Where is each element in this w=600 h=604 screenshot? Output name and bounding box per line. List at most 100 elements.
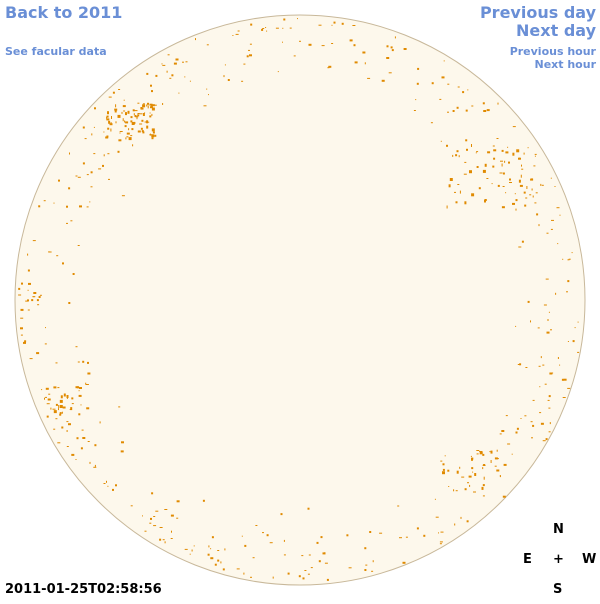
facula-spot bbox=[364, 547, 367, 550]
facula-spot bbox=[93, 126, 95, 128]
facula-spot bbox=[352, 25, 356, 26]
facula-spot bbox=[467, 482, 469, 484]
next-hour-link[interactable]: Next hour bbox=[534, 58, 597, 71]
facula-spot bbox=[66, 205, 68, 208]
facula-spot bbox=[520, 418, 522, 419]
facula-spot bbox=[519, 184, 523, 187]
facula-spot bbox=[178, 92, 180, 94]
facula-spot bbox=[505, 415, 508, 417]
facula-spot bbox=[567, 259, 570, 261]
facula-spot bbox=[442, 468, 445, 471]
facula-spot bbox=[107, 111, 109, 115]
facula-spot bbox=[71, 453, 75, 456]
facula-spot bbox=[541, 184, 544, 186]
facula-spot bbox=[397, 505, 400, 507]
facula-spot bbox=[110, 128, 112, 132]
facula-spot bbox=[23, 341, 26, 344]
facula-spot bbox=[102, 164, 104, 167]
facula-spot bbox=[106, 116, 108, 119]
facula-spot bbox=[533, 165, 536, 167]
facula-spot bbox=[496, 449, 498, 452]
facula-spot bbox=[93, 153, 96, 155]
facula-spot bbox=[277, 71, 279, 73]
facula-spot bbox=[265, 27, 267, 28]
facula-spot bbox=[546, 331, 550, 334]
facula-spot bbox=[244, 544, 247, 547]
facula-spot bbox=[439, 541, 443, 543]
facula-spot bbox=[227, 79, 230, 81]
facula-spot bbox=[70, 220, 73, 222]
facula-spot bbox=[446, 205, 448, 209]
facula-spot bbox=[417, 67, 420, 70]
facula-spot bbox=[81, 429, 84, 431]
facula-spot bbox=[440, 460, 443, 462]
facula-spot bbox=[308, 43, 312, 46]
facula-spot bbox=[82, 437, 86, 439]
facula-spot bbox=[151, 137, 154, 140]
previous-day-link[interactable]: Previous day bbox=[479, 3, 596, 22]
facula-spot bbox=[502, 172, 505, 175]
facula-spot bbox=[24, 340, 27, 343]
previous-hour-link[interactable]: Previous hour bbox=[509, 45, 596, 58]
back-to-year-link[interactable]: Back to 2011 bbox=[5, 3, 123, 22]
facula-spot bbox=[464, 201, 467, 205]
facula-spot bbox=[132, 144, 134, 147]
facula-spot bbox=[87, 441, 90, 442]
facula-spot bbox=[455, 201, 458, 204]
facula-spot bbox=[93, 466, 97, 468]
facula-spot bbox=[164, 541, 166, 544]
facula-spot bbox=[18, 294, 22, 296]
facula-spot bbox=[530, 421, 533, 423]
facula-spot bbox=[531, 178, 533, 181]
facula-spot bbox=[32, 240, 36, 242]
facula-spot bbox=[471, 105, 474, 107]
facula-spot bbox=[440, 531, 444, 533]
facula-spot bbox=[515, 431, 518, 434]
facula-spot bbox=[63, 393, 66, 397]
facula-spot bbox=[137, 130, 141, 133]
facula-spot bbox=[457, 86, 460, 88]
facula-spot bbox=[44, 397, 45, 400]
facula-spot bbox=[261, 28, 264, 31]
facula-spot bbox=[125, 137, 127, 140]
facula-spot bbox=[328, 65, 332, 68]
facula-spot bbox=[452, 154, 454, 157]
facula-spot bbox=[112, 488, 114, 491]
facula-spot bbox=[121, 111, 123, 114]
facula-spot bbox=[534, 155, 536, 157]
facular-data-link[interactable]: See facular data bbox=[5, 45, 107, 58]
facula-spot bbox=[532, 399, 535, 401]
facula-spot bbox=[159, 538, 162, 541]
facula-spot bbox=[48, 393, 51, 395]
facula-spot bbox=[109, 123, 113, 126]
facula-spot bbox=[220, 561, 222, 564]
facula-spot bbox=[324, 562, 328, 564]
facula-spot bbox=[151, 128, 155, 132]
facula-spot bbox=[559, 214, 561, 216]
facula-spot bbox=[521, 168, 524, 170]
facula-spot bbox=[471, 193, 475, 197]
facula-spot bbox=[509, 178, 511, 181]
facula-spot bbox=[438, 532, 439, 534]
facula-spot bbox=[150, 84, 152, 87]
facula-spot bbox=[66, 421, 69, 423]
facula-spot bbox=[68, 187, 71, 190]
facula-spot bbox=[557, 243, 559, 245]
facula-spot bbox=[519, 363, 522, 366]
next-day-link[interactable]: Next day bbox=[516, 21, 596, 40]
facula-spot bbox=[149, 115, 152, 118]
facula-spot bbox=[515, 199, 518, 202]
facula-spot bbox=[217, 559, 220, 562]
facula-spot bbox=[123, 99, 125, 101]
facula-spot bbox=[544, 383, 547, 385]
facula-spot bbox=[346, 534, 349, 537]
facula-spot bbox=[446, 144, 448, 147]
facula-spot bbox=[482, 484, 485, 487]
facula-spot bbox=[202, 499, 205, 502]
facula-spot bbox=[169, 77, 172, 79]
facula-spot bbox=[465, 139, 468, 142]
facula-spot bbox=[493, 149, 497, 152]
facula-spot bbox=[333, 21, 336, 24]
facula-spot bbox=[45, 327, 46, 329]
facula-spot bbox=[548, 407, 551, 409]
